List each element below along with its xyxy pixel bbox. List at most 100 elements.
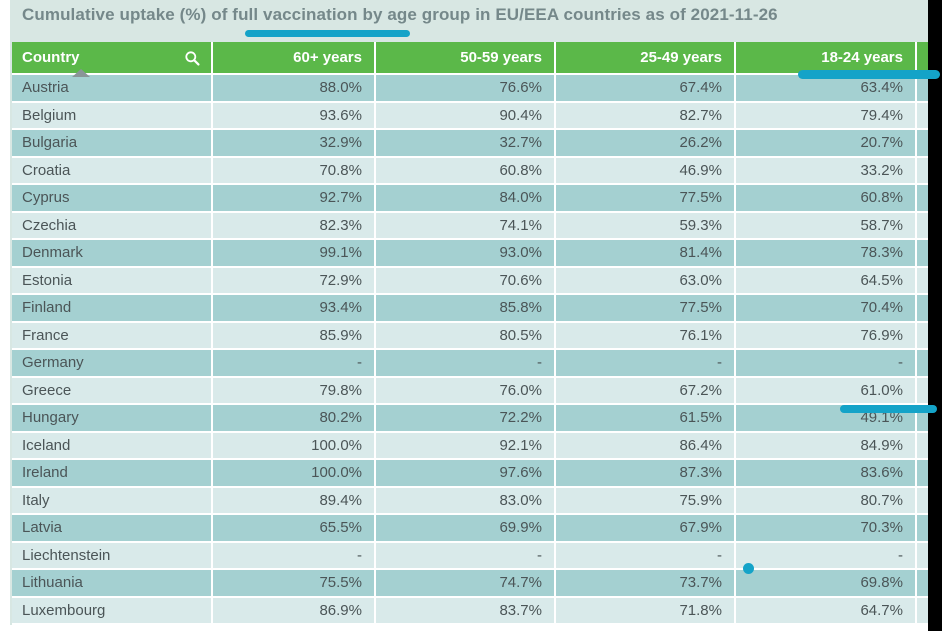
table-row: Germany - - - - bbox=[12, 350, 928, 378]
value-cell: - bbox=[556, 350, 736, 378]
cutoff-column-cell bbox=[917, 322, 928, 350]
value-cell: 74.7% bbox=[376, 570, 556, 598]
value-cell: 46.9% bbox=[556, 157, 736, 185]
table-row: Lithuania 75.5% 74.7% 73.7% 69.8% bbox=[12, 570, 928, 598]
country-cell: Iceland bbox=[12, 432, 213, 460]
value-cell: 59.3% bbox=[556, 212, 736, 240]
table-row: Italy 89.4% 83.0% 75.9% 80.7% bbox=[12, 487, 928, 515]
value-cell: 70.6% bbox=[376, 267, 556, 295]
table-row: Ireland 100.0% 97.6% 87.3% 83.6% bbox=[12, 460, 928, 488]
value-cell: 33.2% bbox=[736, 157, 917, 185]
country-cell: Ireland bbox=[12, 460, 213, 488]
sort-ascending-icon bbox=[72, 69, 90, 77]
page-title: Cumulative uptake (%) of full vaccinatio… bbox=[22, 5, 778, 24]
value-cell: 73.7% bbox=[556, 570, 736, 598]
value-cell: 69.9% bbox=[376, 515, 556, 543]
cutoff-column-cell bbox=[917, 460, 928, 488]
value-cell: 100.0% bbox=[213, 460, 376, 488]
country-cell: Hungary bbox=[12, 405, 213, 433]
value-cell: - bbox=[736, 350, 917, 378]
screen-edge-black-strip bbox=[928, 0, 942, 631]
value-cell: 84.9% bbox=[736, 432, 917, 460]
column-header-25-49[interactable]: 25-49 years bbox=[556, 42, 736, 75]
value-cell: - bbox=[376, 542, 556, 570]
column-header-country-label: Country bbox=[22, 49, 80, 66]
value-cell: 70.3% bbox=[736, 515, 917, 543]
column-header-60plus[interactable]: 60+ years bbox=[213, 42, 376, 75]
value-cell: 78.3% bbox=[736, 240, 917, 268]
value-cell: 80.2% bbox=[213, 405, 376, 433]
cutoff-column-cell bbox=[917, 542, 928, 570]
value-cell: 65.5% bbox=[213, 515, 376, 543]
value-cell: 82.3% bbox=[213, 212, 376, 240]
value-cell: - bbox=[213, 350, 376, 378]
value-cell: 60.8% bbox=[376, 157, 556, 185]
table-row: Austria 88.0% 76.6% 67.4% 63.4% bbox=[12, 75, 928, 103]
value-cell: 77.5% bbox=[556, 185, 736, 213]
value-cell: 67.2% bbox=[556, 377, 736, 405]
table-body: Austria 88.0% 76.6% 67.4% 63.4% Belgium 93.6% 9… bbox=[12, 75, 928, 625]
country-cell: Denmark bbox=[12, 240, 213, 268]
cutoff-column-cell bbox=[917, 212, 928, 240]
value-cell: 75.5% bbox=[213, 570, 376, 598]
country-cell: Belgium bbox=[12, 102, 213, 130]
highlight-underline-greece-value bbox=[840, 405, 937, 413]
cutoff-column-cell bbox=[917, 432, 928, 460]
table-row: Croatia 70.8% 60.8% 46.9% 33.2% bbox=[12, 157, 928, 185]
value-cell: 61.5% bbox=[556, 405, 736, 433]
table-row: Estonia 72.9% 70.6% 63.0% 64.5% bbox=[12, 267, 928, 295]
value-cell: 92.7% bbox=[213, 185, 376, 213]
country-cell: Italy bbox=[12, 487, 213, 515]
table-row: France 85.9% 80.5% 76.1% 76.9% bbox=[12, 322, 928, 350]
table-row: Liechtenstein - - - - bbox=[12, 542, 928, 570]
value-cell: 32.7% bbox=[376, 130, 556, 158]
table-row: Iceland 100.0% 92.1% 86.4% 84.9% bbox=[12, 432, 928, 460]
vaccination-table: Country 60+ years 50-59 years 25-49 year… bbox=[12, 42, 928, 625]
value-cell: 86.4% bbox=[556, 432, 736, 460]
highlight-dot bbox=[743, 563, 754, 574]
country-cell: Cyprus bbox=[12, 185, 213, 213]
country-cell: Austria bbox=[12, 75, 213, 103]
value-cell: 20.7% bbox=[736, 130, 917, 158]
value-cell: 92.1% bbox=[376, 432, 556, 460]
search-icon[interactable] bbox=[184, 50, 201, 67]
cutoff-column-cell bbox=[917, 350, 928, 378]
value-cell: 87.3% bbox=[556, 460, 736, 488]
value-cell: 85.9% bbox=[213, 322, 376, 350]
value-cell: 93.6% bbox=[213, 102, 376, 130]
value-cell: - bbox=[213, 542, 376, 570]
value-cell: 60.8% bbox=[736, 185, 917, 213]
value-cell: 86.9% bbox=[213, 597, 376, 625]
column-header-18-24[interactable]: 18-24 years bbox=[736, 42, 917, 75]
value-cell: 93.4% bbox=[213, 295, 376, 323]
value-cell: 32.9% bbox=[213, 130, 376, 158]
country-cell: Luxembourg bbox=[12, 597, 213, 625]
cutoff-column-cell bbox=[917, 157, 928, 185]
table-row: Czechia 82.3% 74.1% 59.3% 58.7% bbox=[12, 212, 928, 240]
value-cell: 100.0% bbox=[213, 432, 376, 460]
cutoff-column-cell bbox=[917, 75, 928, 103]
value-cell: 61.0% bbox=[736, 377, 917, 405]
country-cell: Latvia bbox=[12, 515, 213, 543]
table-row: Finland 93.4% 85.8% 77.5% 70.4% bbox=[12, 295, 928, 323]
table-row: Bulgaria 32.9% 32.7% 26.2% 20.7% bbox=[12, 130, 928, 158]
value-cell: 80.7% bbox=[736, 487, 917, 515]
highlight-underline-18-24-header bbox=[798, 70, 940, 79]
value-cell: 76.0% bbox=[376, 377, 556, 405]
value-cell: 75.9% bbox=[556, 487, 736, 515]
value-cell: 85.8% bbox=[376, 295, 556, 323]
value-cell: 97.6% bbox=[376, 460, 556, 488]
value-cell: 72.9% bbox=[213, 267, 376, 295]
table-row: Luxembourg 86.9% 83.7% 71.8% 64.7% bbox=[12, 597, 928, 625]
value-cell: 70.8% bbox=[213, 157, 376, 185]
country-cell: Germany bbox=[12, 350, 213, 378]
value-cell: 93.0% bbox=[376, 240, 556, 268]
country-cell: Estonia bbox=[12, 267, 213, 295]
value-cell: 79.4% bbox=[736, 102, 917, 130]
value-cell: 58.7% bbox=[736, 212, 917, 240]
cutoff-column-cell bbox=[917, 295, 928, 323]
column-header-50-59[interactable]: 50-59 years bbox=[376, 42, 556, 75]
cutoff-column-cell bbox=[917, 515, 928, 543]
column-header-country[interactable]: Country bbox=[12, 42, 213, 77]
value-cell: 74.1% bbox=[376, 212, 556, 240]
